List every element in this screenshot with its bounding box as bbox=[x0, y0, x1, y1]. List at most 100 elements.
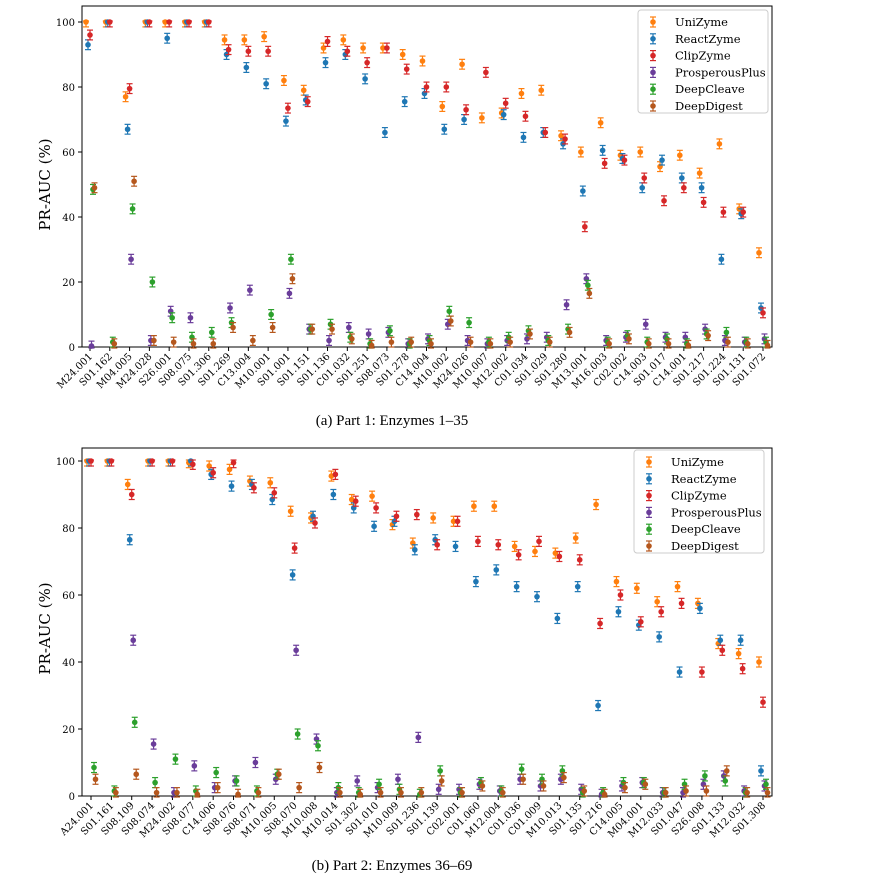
data-point bbox=[250, 482, 257, 494]
data-point bbox=[443, 81, 450, 93]
marker bbox=[227, 305, 233, 311]
data-point bbox=[228, 480, 235, 492]
data-point bbox=[381, 126, 388, 138]
legend-marker bbox=[650, 19, 656, 25]
data-point bbox=[665, 338, 672, 349]
data-point bbox=[128, 253, 135, 265]
data-point bbox=[562, 133, 569, 145]
marker bbox=[133, 771, 140, 778]
marker bbox=[760, 699, 766, 705]
marker bbox=[622, 784, 628, 791]
data-point bbox=[434, 539, 441, 551]
data-point bbox=[271, 487, 278, 499]
data-point bbox=[312, 517, 318, 529]
marker bbox=[493, 567, 500, 573]
marker bbox=[719, 647, 726, 654]
figure-caption: (b) Part 2: Enzymes 36–69 bbox=[312, 858, 473, 874]
data-point bbox=[371, 520, 378, 532]
marker bbox=[665, 340, 672, 347]
marker bbox=[717, 637, 724, 644]
data-point bbox=[735, 648, 742, 660]
marker bbox=[235, 791, 241, 798]
marker bbox=[756, 659, 762, 665]
data-point bbox=[383, 42, 390, 54]
data-point bbox=[322, 57, 329, 69]
data-point bbox=[459, 787, 466, 798]
marker bbox=[615, 608, 622, 615]
marker bbox=[395, 776, 401, 783]
marker bbox=[437, 768, 443, 774]
marker bbox=[471, 503, 477, 510]
legend-item: ClipZyme bbox=[646, 489, 727, 503]
data-point bbox=[243, 61, 250, 74]
data-point bbox=[441, 123, 448, 135]
marker bbox=[247, 287, 253, 293]
legend-item: UniZyme bbox=[650, 15, 728, 29]
marker bbox=[580, 188, 586, 194]
marker bbox=[556, 553, 563, 560]
marker bbox=[368, 342, 375, 349]
data-point bbox=[696, 602, 703, 615]
data-point bbox=[112, 787, 119, 798]
data-point bbox=[189, 459, 196, 470]
marker bbox=[87, 32, 93, 38]
marker bbox=[91, 764, 97, 771]
legend-label: ClipZyme bbox=[671, 489, 727, 503]
legend: UniZyme ReactZyme ClipZyme ProsperousPlus De… bbox=[637, 9, 769, 114]
data-point bbox=[92, 773, 99, 785]
marker bbox=[124, 126, 131, 133]
legend-label: DeepDigest bbox=[675, 99, 743, 113]
marker bbox=[716, 141, 723, 147]
marker bbox=[515, 552, 522, 558]
marker bbox=[446, 308, 453, 315]
data-point bbox=[454, 515, 461, 527]
marker bbox=[151, 337, 157, 344]
data-point bbox=[758, 765, 764, 777]
marker bbox=[562, 136, 568, 142]
data-point bbox=[511, 540, 518, 553]
marker bbox=[170, 339, 177, 345]
marker bbox=[408, 339, 415, 345]
data-point bbox=[265, 45, 272, 57]
marker bbox=[330, 491, 337, 498]
data-point bbox=[418, 787, 425, 798]
y-tick-label: 0 bbox=[69, 343, 75, 354]
data-point bbox=[724, 336, 731, 348]
data-point bbox=[399, 48, 406, 61]
marker bbox=[554, 615, 561, 622]
data-point bbox=[676, 666, 683, 678]
legend-label: UniZyme bbox=[671, 455, 724, 469]
legend-item: ProsperousPlus bbox=[650, 65, 766, 79]
marker bbox=[106, 19, 113, 25]
legend-marker bbox=[646, 509, 652, 516]
data-point bbox=[499, 787, 506, 798]
marker bbox=[735, 650, 742, 657]
data-point bbox=[658, 606, 665, 618]
marker bbox=[597, 119, 604, 126]
data-point bbox=[326, 335, 333, 346]
data-point bbox=[261, 31, 268, 43]
data-point bbox=[304, 96, 311, 108]
data-point bbox=[717, 634, 724, 646]
data-point bbox=[703, 785, 710, 797]
marker bbox=[126, 536, 133, 543]
marker bbox=[316, 764, 323, 771]
data-point bbox=[131, 175, 138, 187]
data-point bbox=[91, 182, 98, 194]
marker bbox=[373, 505, 379, 511]
marker bbox=[230, 459, 237, 466]
marker bbox=[586, 290, 593, 297]
marker bbox=[459, 61, 465, 68]
data-point bbox=[698, 182, 705, 194]
marker bbox=[463, 106, 469, 113]
y-tick-label: 20 bbox=[62, 725, 75, 736]
marker bbox=[131, 178, 137, 185]
data-point bbox=[408, 336, 415, 348]
marker bbox=[208, 329, 215, 336]
data-point bbox=[576, 554, 583, 566]
y-tick-label: 20 bbox=[62, 278, 75, 289]
marker bbox=[268, 311, 274, 318]
